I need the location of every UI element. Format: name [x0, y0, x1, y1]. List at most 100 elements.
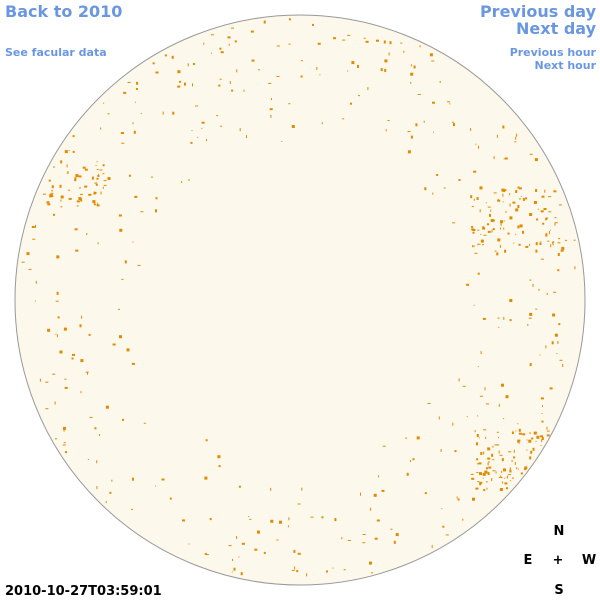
facula — [263, 20, 266, 24]
facula — [558, 204, 562, 206]
facula — [128, 174, 131, 177]
facula — [473, 245, 475, 248]
facula — [68, 150, 70, 151]
facula — [279, 520, 282, 524]
facula — [554, 222, 556, 226]
facula — [55, 300, 59, 302]
facula — [177, 85, 181, 88]
facula — [72, 353, 75, 356]
facula — [470, 128, 472, 131]
facula — [137, 264, 141, 266]
facula — [477, 415, 479, 417]
facula — [28, 268, 32, 270]
facula — [547, 240, 550, 242]
facula — [384, 59, 388, 63]
facula — [103, 180, 107, 182]
facula — [32, 238, 36, 240]
facula — [312, 23, 314, 26]
facula — [254, 548, 258, 551]
facula — [487, 223, 489, 226]
facula — [482, 477, 484, 479]
facula — [504, 249, 507, 253]
previous-hour-link[interactable]: Previous hour — [510, 46, 597, 59]
facula — [132, 241, 134, 243]
facula — [484, 470, 488, 474]
facula — [203, 42, 205, 45]
facula — [288, 18, 291, 21]
facula — [117, 308, 120, 310]
facula — [487, 462, 489, 466]
facula — [49, 194, 53, 198]
facula — [546, 292, 548, 295]
compass-east: E — [524, 553, 533, 568]
facula — [548, 196, 552, 198]
facula — [416, 436, 420, 440]
facula — [240, 572, 243, 576]
facula — [541, 420, 544, 423]
facula — [120, 132, 124, 134]
facula — [358, 95, 360, 97]
facula — [479, 472, 482, 476]
facula — [127, 82, 131, 83]
facula — [503, 468, 506, 472]
facula — [509, 203, 511, 207]
facula — [525, 197, 528, 200]
next-hour-link[interactable]: Next hour — [535, 59, 597, 72]
facula — [501, 383, 504, 387]
facula — [561, 246, 565, 250]
facula — [474, 252, 478, 254]
facula — [96, 168, 99, 170]
back-link[interactable]: Back to 2010 — [5, 2, 122, 21]
facula — [484, 387, 486, 391]
facula — [124, 260, 127, 264]
facula — [473, 198, 475, 201]
next-day-link[interactable]: Next day — [516, 19, 597, 38]
facula — [518, 243, 521, 246]
facula — [60, 160, 63, 164]
facula — [509, 469, 512, 473]
facula — [519, 224, 523, 228]
facula — [236, 69, 238, 73]
facula — [184, 82, 186, 86]
facula — [107, 113, 110, 115]
facula — [103, 184, 107, 186]
facula — [56, 291, 59, 295]
facula — [515, 190, 518, 193]
facula — [471, 225, 474, 228]
facula — [79, 324, 82, 328]
previous-day-link[interactable]: Previous day — [480, 2, 597, 21]
facula — [451, 121, 454, 123]
facula — [544, 189, 546, 193]
facula — [229, 81, 231, 84]
facula — [542, 405, 543, 408]
facula — [72, 135, 75, 138]
facula — [498, 326, 500, 328]
facula — [162, 111, 164, 115]
facular-link[interactable]: See facular data — [5, 46, 107, 59]
facula — [574, 266, 576, 270]
facula — [76, 200, 80, 203]
facula — [64, 378, 67, 380]
facula — [76, 205, 79, 207]
facula — [474, 430, 476, 433]
facula — [51, 185, 54, 189]
facula — [219, 78, 222, 80]
facula — [228, 545, 232, 547]
facula — [78, 175, 82, 178]
facula — [513, 449, 515, 453]
facula — [427, 403, 431, 404]
facula — [431, 60, 435, 62]
facula — [95, 182, 98, 184]
facula — [97, 202, 99, 206]
facula — [539, 354, 541, 356]
facula — [74, 177, 77, 181]
facula — [276, 539, 279, 541]
facula — [501, 458, 504, 462]
facula — [319, 74, 321, 76]
facula — [535, 242, 538, 246]
facula — [546, 426, 548, 430]
facula — [477, 244, 479, 246]
facula — [56, 334, 58, 338]
facula — [395, 533, 399, 537]
